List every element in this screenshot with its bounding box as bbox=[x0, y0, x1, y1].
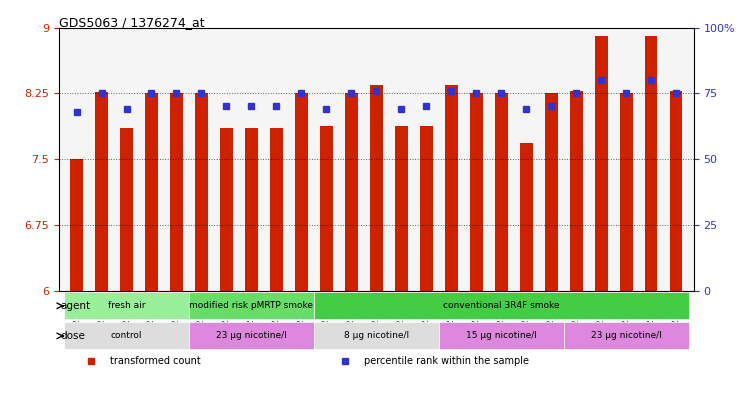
FancyBboxPatch shape bbox=[314, 292, 689, 320]
FancyBboxPatch shape bbox=[564, 322, 689, 349]
Text: 8 μg nicotine/l: 8 μg nicotine/l bbox=[344, 331, 409, 340]
Text: 23 μg nicotine/l: 23 μg nicotine/l bbox=[591, 331, 662, 340]
Bar bbox=[370, 84, 382, 291]
Bar bbox=[320, 126, 333, 291]
Bar bbox=[570, 91, 582, 291]
Bar bbox=[595, 36, 607, 291]
Bar bbox=[495, 93, 508, 291]
Bar bbox=[670, 91, 683, 291]
FancyBboxPatch shape bbox=[189, 322, 314, 349]
Bar bbox=[520, 143, 533, 291]
Bar bbox=[345, 93, 358, 291]
Text: fresh air: fresh air bbox=[108, 301, 145, 310]
FancyBboxPatch shape bbox=[64, 322, 189, 349]
Bar bbox=[95, 92, 108, 291]
Bar bbox=[220, 129, 232, 291]
Bar bbox=[70, 159, 83, 291]
FancyBboxPatch shape bbox=[314, 322, 439, 349]
Text: modified risk pMRTP smoke: modified risk pMRTP smoke bbox=[190, 301, 314, 310]
Text: agent: agent bbox=[61, 301, 91, 311]
Text: percentile rank within the sample: percentile rank within the sample bbox=[364, 356, 528, 367]
FancyBboxPatch shape bbox=[439, 322, 564, 349]
Bar bbox=[395, 126, 407, 291]
Bar bbox=[170, 93, 183, 291]
Bar bbox=[620, 93, 632, 291]
Text: 23 μg nicotine/l: 23 μg nicotine/l bbox=[216, 331, 287, 340]
Bar bbox=[145, 93, 158, 291]
Bar bbox=[245, 129, 258, 291]
Bar bbox=[196, 93, 207, 291]
Bar bbox=[645, 36, 658, 291]
Text: GDS5063 / 1376274_at: GDS5063 / 1376274_at bbox=[59, 16, 204, 29]
Text: dose: dose bbox=[61, 331, 85, 341]
FancyBboxPatch shape bbox=[189, 292, 314, 320]
Bar bbox=[445, 84, 458, 291]
Text: transformed count: transformed count bbox=[110, 356, 201, 367]
Text: 15 μg nicotine/l: 15 μg nicotine/l bbox=[466, 331, 537, 340]
Text: conventional 3R4F smoke: conventional 3R4F smoke bbox=[443, 301, 559, 310]
Bar bbox=[270, 129, 283, 291]
FancyBboxPatch shape bbox=[64, 292, 189, 320]
Bar bbox=[420, 126, 432, 291]
Bar bbox=[295, 93, 308, 291]
Bar bbox=[470, 93, 483, 291]
Text: control: control bbox=[111, 331, 142, 340]
Bar bbox=[120, 129, 133, 291]
Bar bbox=[545, 93, 557, 291]
